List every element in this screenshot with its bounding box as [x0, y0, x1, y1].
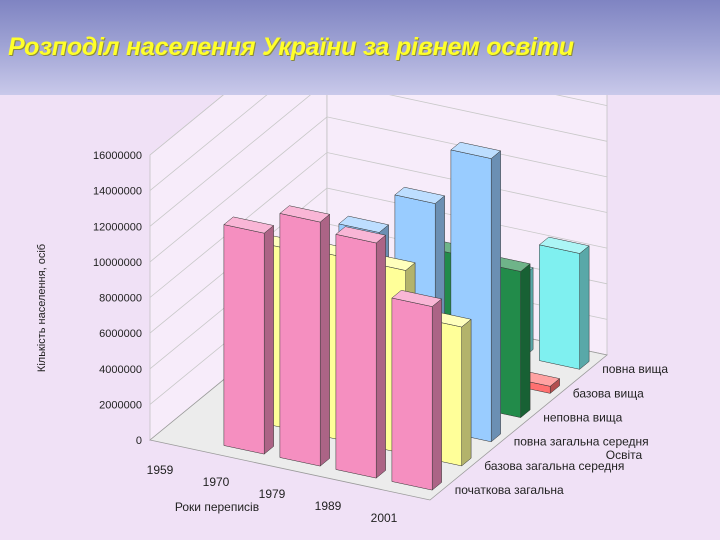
y-tick-label: 16000000 — [93, 150, 142, 162]
bar-front — [391, 297, 433, 491]
y-tick-label: 10000000 — [93, 257, 142, 269]
x-axis-ticks: 1959 1970 1979 1989 2001 — [147, 463, 398, 525]
y-tick-label: 14000000 — [93, 186, 142, 198]
bar-top — [391, 290, 443, 307]
x-tick-label: 1959 — [147, 463, 174, 477]
gridline — [149, 187, 608, 334]
bar — [335, 226, 387, 479]
bar — [223, 216, 275, 455]
bar — [391, 290, 443, 491]
bar-front — [223, 224, 265, 455]
y-tick-label: 12000000 — [93, 221, 142, 233]
gridline — [149, 152, 608, 298]
header-band — [0, 0, 720, 95]
chart: 0 2000000 4000000 6000000 8000000 10000000 120… — [36, 95, 669, 525]
bar-side — [461, 318, 472, 467]
x-axis-label: Роки переписів — [175, 500, 259, 514]
bar-side — [520, 263, 531, 419]
z-tick-label: базова загальна середня — [484, 459, 624, 473]
z-tick-label: базова вища — [573, 386, 644, 400]
x-tick-label: 1989 — [315, 499, 342, 513]
z-axis-label: Освіта — [606, 448, 643, 462]
x-tick-label: 1970 — [203, 475, 230, 489]
y-axis-ticks: 0 2000000 4000000 6000000 8000000 10000000 120… — [93, 150, 142, 447]
gridline — [149, 95, 608, 227]
z-tick-label: повна загальна середня — [514, 435, 649, 449]
z-tick-label: неповна вища — [543, 410, 622, 424]
y-tick-label: 8000000 — [99, 293, 142, 305]
bar-top — [223, 216, 275, 234]
bar-top — [394, 186, 446, 204]
bar-top — [338, 215, 390, 233]
y-axis-label: Кількість населення, осіб — [36, 244, 48, 372]
z-tick-label: початкова загальна — [455, 483, 564, 497]
bar-front — [335, 233, 377, 479]
bar-front — [539, 244, 580, 370]
y-tick-label: 0 — [136, 435, 142, 447]
page-title: Розподіл населення України за рівнем осв… — [8, 33, 574, 61]
bar-top — [335, 226, 387, 244]
bar-top — [538, 236, 590, 254]
z-axis-ticks: початкова загальна базова загальна середн… — [455, 362, 669, 497]
bar — [538, 236, 590, 370]
x-tick-label: 2001 — [371, 511, 398, 525]
gridline — [149, 95, 608, 191]
bar-side — [431, 298, 442, 491]
bar-side — [263, 224, 274, 455]
bar-side — [319, 213, 330, 467]
bar-top — [279, 205, 331, 223]
bar-side — [579, 245, 590, 370]
bar-side — [490, 150, 501, 443]
bar-top — [450, 141, 502, 159]
y-tick-label: 4000000 — [99, 364, 142, 376]
bar-front — [279, 213, 321, 467]
y-tick-label: 2000000 — [99, 399, 142, 411]
chart-bars — [223, 141, 590, 491]
bar — [279, 205, 331, 467]
gridline — [149, 95, 224, 156]
x-tick-label: 1979 — [259, 487, 286, 501]
bar-side — [375, 234, 386, 479]
z-tick-label: повна вища — [602, 362, 668, 376]
y-tick-label: 6000000 — [99, 328, 142, 340]
gridline — [149, 116, 608, 263]
